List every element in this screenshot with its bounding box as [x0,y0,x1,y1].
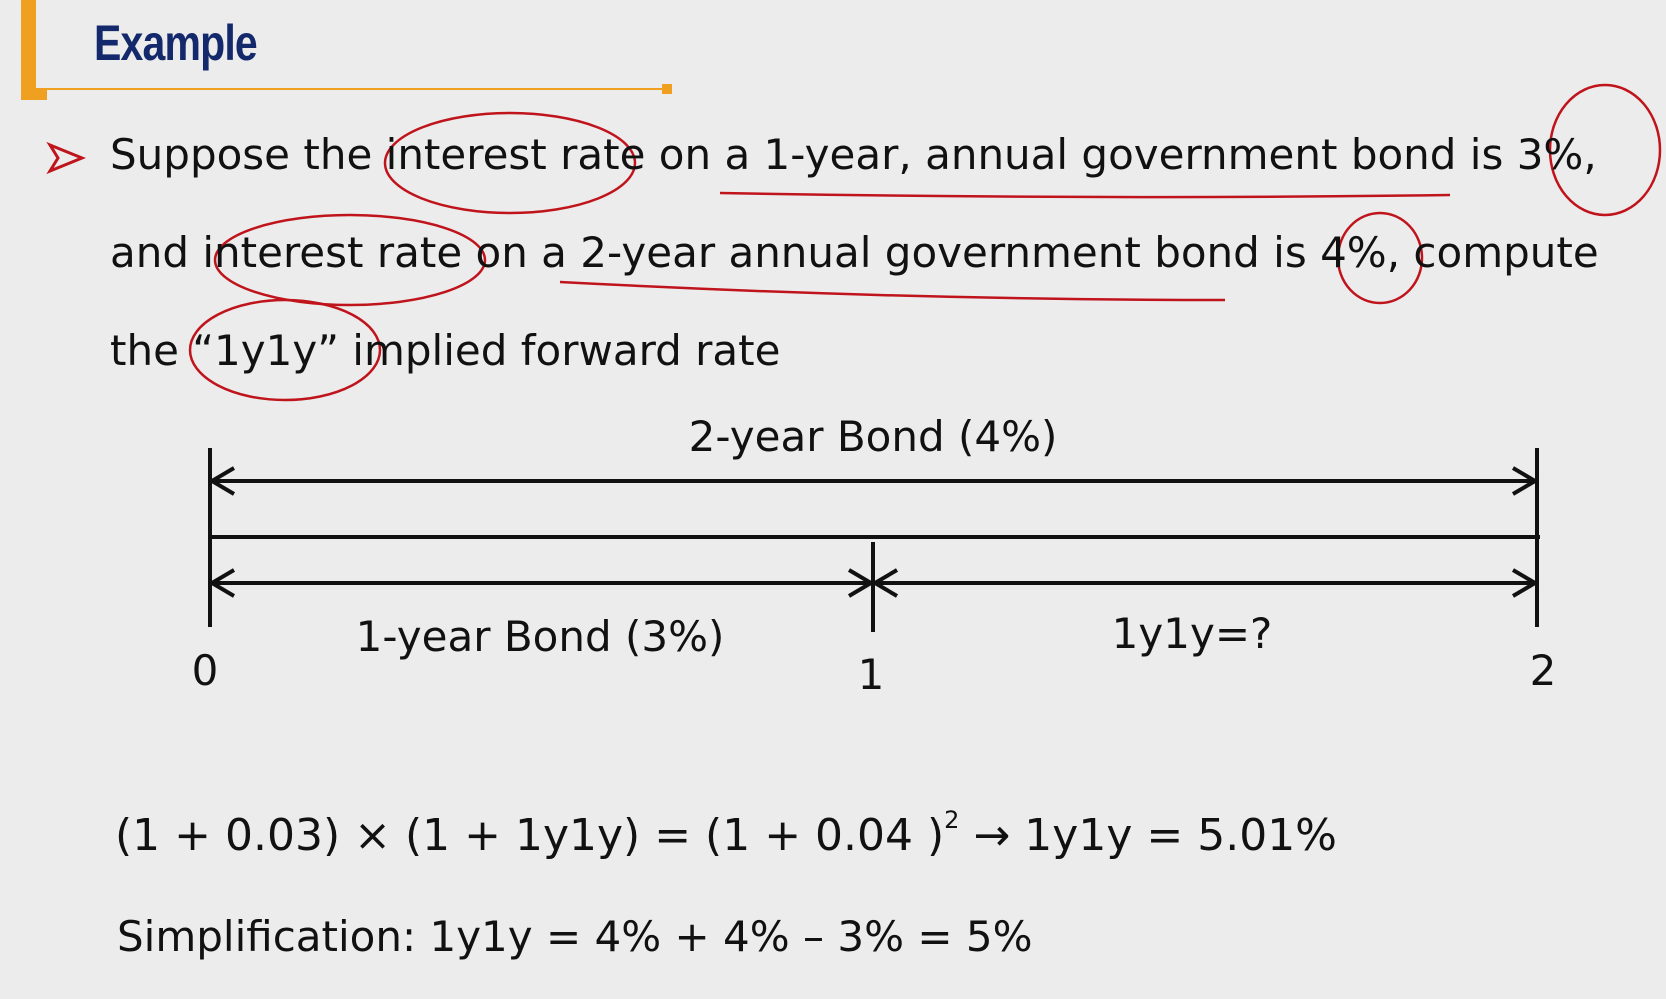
bullet-line: and interest rate on a 2-year annual gov… [110,228,1599,277]
equation: (1 + 0.03) × (1 + 1y1y) = (1 + 0.04 )2 →… [115,806,1337,861]
timeline [208,448,1540,632]
annotations [188,83,1662,402]
right-label: 1y1y=? [1111,609,1273,658]
simplification: Simplification: 1y1y = 4% + 4% – 3% = 5% [117,912,1033,961]
tick-label: 0 [191,646,219,695]
bullet-line: Suppose the interest rate on a 1-year, a… [110,130,1597,179]
bullet-arrow [46,141,86,175]
left-label: 1-year Bond (3%) [355,612,725,661]
tick-label: 2 [1529,646,1557,695]
top-label: 2-year Bond (4%) [688,412,1058,461]
equation-lhs: (1 + 0.03) × (1 + 1y1y) = (1 + 0.04 ) [115,810,945,861]
title: Example [94,15,258,71]
title-bar-gap [36,0,47,88]
title-underline-end [662,84,672,94]
equation-exponent: 2 [944,806,960,835]
bullet-line: the “1y1y” implied forward rate [110,326,781,375]
equation-result: → 1y1y = 5.01% [973,810,1337,861]
tick-label: 1 [857,650,885,699]
